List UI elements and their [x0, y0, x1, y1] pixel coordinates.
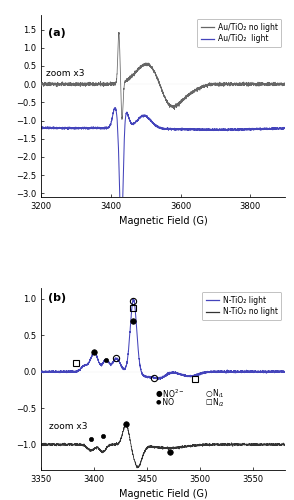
Text: (b): (b)	[49, 294, 67, 304]
Text: zoom x3: zoom x3	[46, 68, 85, 78]
Text: □: □	[206, 400, 212, 406]
Text: NO$^{2-}$: NO$^{2-}$	[160, 388, 185, 400]
Text: ●: ●	[156, 389, 162, 398]
Text: N$_{i1}$: N$_{i1}$	[210, 388, 224, 400]
Text: zoom x3: zoom x3	[49, 422, 87, 431]
Text: (a): (a)	[49, 28, 66, 38]
Text: NO: NO	[160, 398, 174, 407]
X-axis label: Magnetic Field (G): Magnetic Field (G)	[119, 216, 208, 226]
Text: ●: ●	[156, 400, 161, 405]
Legend: N-TiO₂ light, N-TiO₂ no light: N-TiO₂ light, N-TiO₂ no light	[202, 292, 281, 320]
Legend: Au/TiO₂ no light, Au/TiO₂  light: Au/TiO₂ no light, Au/TiO₂ light	[197, 19, 281, 47]
Text: ○: ○	[206, 389, 212, 398]
X-axis label: Magnetic Field (G): Magnetic Field (G)	[119, 490, 208, 500]
Text: N$_{i2}$: N$_{i2}$	[210, 396, 224, 408]
